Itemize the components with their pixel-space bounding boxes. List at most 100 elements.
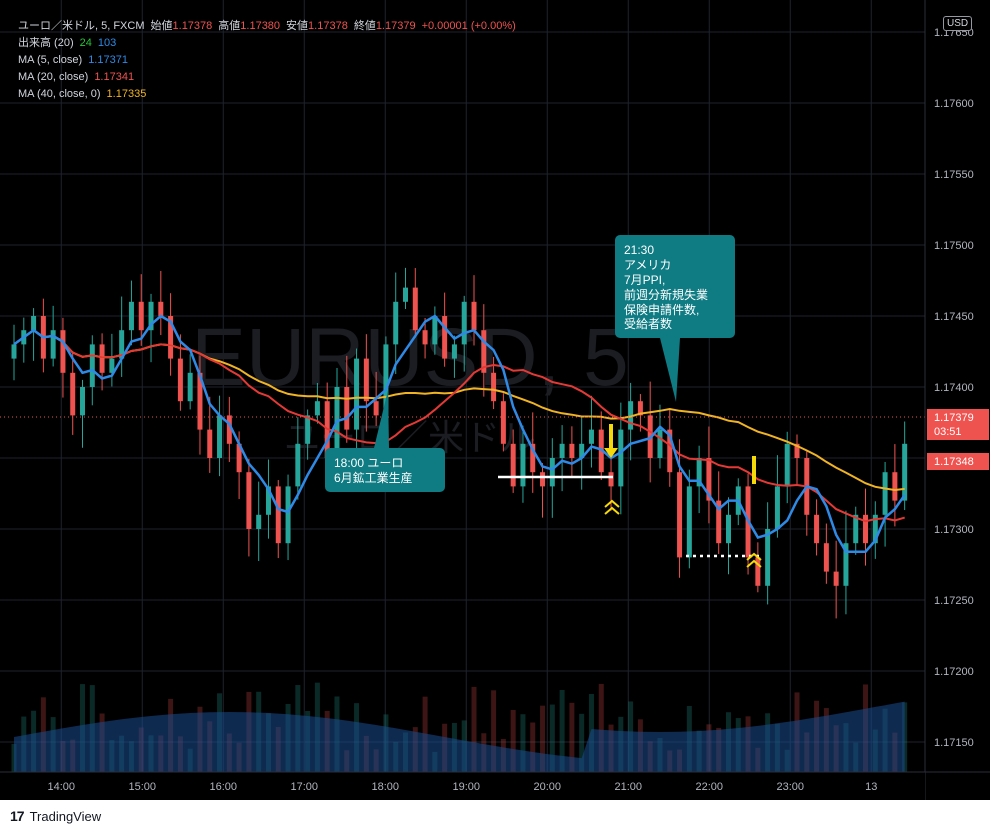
candle-body	[148, 301, 154, 331]
high-value: 1.17380	[240, 20, 281, 32]
candle-body	[344, 387, 350, 430]
candle-body	[863, 514, 869, 544]
candle-body	[158, 301, 164, 316]
candle-body	[500, 401, 506, 444]
annotation-1800[interactable]: 18:00 ユーロ 6月鉱工業生産	[325, 390, 445, 492]
candle-body	[667, 429, 673, 473]
time-tick-label: 14:00	[47, 781, 75, 793]
candle-body	[432, 316, 438, 345]
ma5-value: 1.17371	[88, 54, 128, 66]
volume-bar	[549, 704, 555, 772]
candle-body	[872, 514, 878, 544]
candle-body	[677, 472, 683, 558]
candle-body	[217, 415, 223, 458]
ma20-value: 1.17341	[94, 71, 135, 83]
volume-bar	[471, 686, 477, 772]
time-axis-labels: 14:00 15:00 16:00 17:00 18:00 19:00 20:00 21:00…	[47, 781, 877, 793]
ma5-row[interactable]: MA (5, close) 1.17371	[18, 52, 516, 69]
candle-body	[725, 514, 731, 544]
time-tick-label: 19:00	[452, 781, 480, 793]
candle-body	[716, 500, 722, 544]
candle-body	[481, 330, 487, 373]
candle-body	[412, 287, 418, 331]
candle-body	[814, 514, 820, 544]
close-value: 1.17379	[375, 20, 416, 32]
tradingview-logo-icon: 17	[10, 808, 25, 824]
candle-body	[236, 443, 242, 473]
candle-body	[657, 429, 663, 458]
volume-bar	[559, 689, 565, 772]
high-label: 高値	[218, 20, 241, 32]
annotation-2130[interactable]: 21:30 アメリカ 7月PPI, 前週分新規失業 保険申請件数, 受給者数	[615, 235, 735, 402]
candle-body	[285, 486, 291, 544]
volume-bar	[491, 690, 497, 772]
candle-body	[177, 358, 183, 402]
candle-body	[207, 429, 213, 458]
candle-body	[540, 472, 546, 487]
ma40-value: 1.17335	[106, 88, 147, 100]
candle-body	[119, 330, 125, 359]
candle-body	[569, 443, 575, 458]
price-tick-label: 1.17300	[934, 524, 974, 536]
marker-price-value: 1.17348	[934, 456, 974, 468]
annotation-2130-line1: 21:30	[624, 243, 654, 257]
price-axis[interactable]	[925, 0, 990, 772]
candle-body	[696, 458, 702, 487]
countdown-value: 03:51	[934, 426, 962, 438]
time-axis[interactable]	[0, 772, 925, 800]
candle-body	[70, 372, 76, 416]
annotation-1800-line1: 18:00 ユーロ	[334, 456, 403, 470]
annotation-2130-line2: アメリカ	[624, 258, 671, 272]
annotation-2130-line3: 7月PPI,	[624, 273, 665, 287]
volume-ma-area	[14, 701, 905, 772]
price-tick-label: 1.17600	[934, 98, 974, 110]
candle-body	[373, 401, 379, 416]
time-tick-label: 20:00	[533, 781, 561, 793]
candle-body	[549, 458, 555, 487]
chart-legend: ユーロ／米ドル, 5, FXCM 始値1.17378 高値1.17380 安値1…	[18, 18, 516, 103]
candle-body	[11, 344, 17, 359]
symbol-label[interactable]: ユーロ／米ドル, 5, FXCM	[18, 20, 145, 32]
change-value: +0.00001 (+0.00%)	[421, 20, 516, 32]
annotation-2130-line6: 受給者数	[624, 316, 672, 331]
ma40-row[interactable]: MA (40, close, 0) 1.17335	[18, 86, 516, 103]
low-value: 1.17378	[308, 20, 348, 32]
candle-body	[774, 486, 780, 529]
ma20-line	[13, 328, 905, 523]
candle-body	[60, 330, 66, 373]
candle-body	[628, 401, 634, 430]
price-tick-label: 1.17200	[934, 666, 974, 678]
candle-body	[892, 472, 898, 501]
candle-body	[637, 401, 643, 416]
time-tick-label: 22:00	[695, 781, 723, 793]
ohlc-row: ユーロ／米ドル, 5, FXCM 始値1.17378 高値1.17380 安値1…	[18, 18, 516, 35]
currency-button[interactable]: USD	[943, 16, 973, 31]
candle-body	[246, 472, 252, 529]
candle-body	[853, 514, 859, 544]
news-annotations[interactable]: 21:30 アメリカ 7月PPI, 前週分新規失業 保険申請件数, 受給者数 1…	[325, 235, 735, 492]
volume-label: 出来高 (20)	[18, 37, 74, 49]
time-tick-label: 13	[865, 781, 877, 793]
annotation-2130-line4: 前週分新規失業	[624, 287, 708, 302]
volume-row[interactable]: 出来高 (20) 24 103	[18, 35, 516, 52]
ma20-row[interactable]: MA (20, close) 1.17341	[18, 69, 516, 86]
price-tick-label: 1.17250	[934, 595, 974, 607]
candle-body	[354, 358, 360, 430]
candle-body	[403, 287, 408, 302]
candle-body	[80, 387, 86, 416]
price-tick-label: 1.17500	[934, 240, 974, 252]
candle-body	[109, 358, 115, 373]
brand-label[interactable]: TradingView	[29, 808, 102, 824]
candle-body	[765, 529, 771, 586]
candle-body	[256, 514, 262, 529]
candle-body	[168, 316, 174, 359]
volume-bar	[530, 722, 536, 772]
up-chevron-icon-2	[746, 552, 762, 568]
candle-body	[608, 472, 614, 487]
close-label: 終値	[353, 20, 376, 32]
candle-body	[784, 443, 790, 487]
candle-body	[138, 301, 144, 331]
price-tick-label: 1.17150	[934, 737, 974, 749]
candle-body	[579, 443, 585, 458]
